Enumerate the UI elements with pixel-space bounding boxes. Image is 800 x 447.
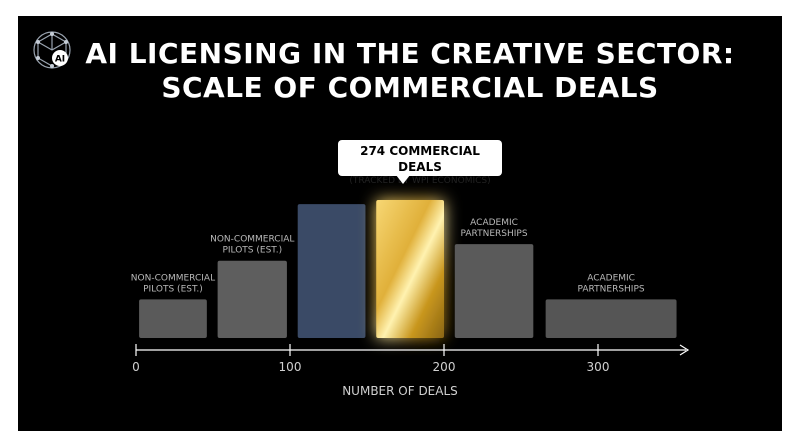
- bar-4: [376, 200, 444, 338]
- bar-6-label-line-1: ACADEMIC: [587, 273, 635, 283]
- bar-6-label-line-2: PARTNERSHIPS: [578, 284, 645, 294]
- x-tick-label-0: 0: [132, 360, 140, 374]
- chart-title-line-2: SCALE OF COMMERCIAL DEALS: [161, 71, 659, 104]
- bar-2-label-line-1: NON-COMMERCIAL: [210, 235, 294, 245]
- bar-2: [217, 260, 287, 338]
- callout-box: 274 COMMERCIAL DEALS (TRACKED BY WPI ECO…: [338, 140, 502, 186]
- callout-subtext: (TRACKED BY WPI ECONOMICS): [349, 176, 491, 186]
- bar-5-label-line-1: ACADEMIC: [470, 218, 518, 228]
- x-axis-title: NUMBER OF DEALS: [342, 384, 458, 398]
- bar-5-label-line-2: PARTNERSHIPS: [461, 229, 528, 239]
- bar-2-label-line-2: PILOTS (EST.): [222, 246, 282, 256]
- ai-network-logo-icon: AI: [33, 31, 71, 69]
- chart-frame: AI AI LICENSING IN THE CREATIVE SECTOR: …: [18, 16, 782, 431]
- x-axis-arrow: [679, 344, 690, 356]
- x-tick-label-100: 100: [279, 360, 302, 374]
- bar-6: [545, 299, 677, 338]
- logo-text: AI: [55, 55, 65, 65]
- bar-1-label-line-1: NON-COMMERCIAL: [131, 273, 215, 283]
- x-tick-label-300: 300: [587, 360, 610, 374]
- callout-headline: 274 COMMERCIAL DEALS: [360, 144, 480, 174]
- bar-3: [297, 204, 366, 338]
- bar-1-label-line-2: PILOTS (EST.): [143, 284, 203, 294]
- x-tick-label-200: 200: [433, 360, 456, 374]
- chart-title-line-1: AI LICENSING IN THE CREATIVE SECTOR:: [85, 37, 735, 70]
- bar-1: [139, 299, 207, 338]
- callout-pointer: [396, 175, 410, 184]
- bar-5: [454, 244, 534, 338]
